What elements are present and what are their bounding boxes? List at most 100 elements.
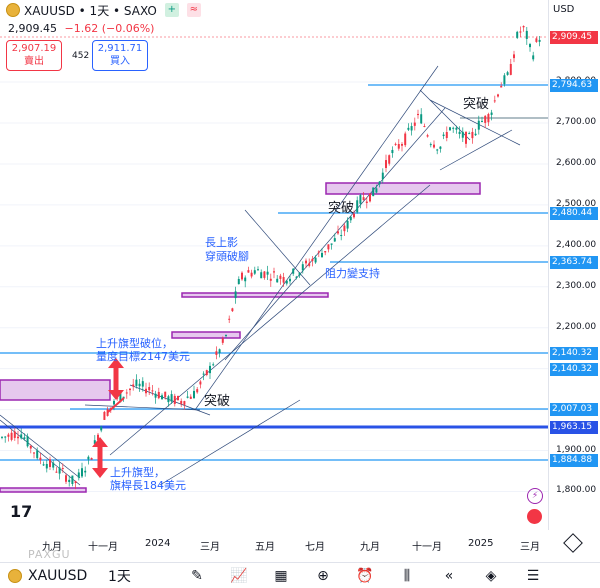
- candle-body: [295, 276, 298, 278]
- candle-body: [97, 434, 99, 441]
- candle-body: [308, 263, 311, 266]
- chart-settings-icon[interactable]: [563, 533, 583, 553]
- bar-replay-icon[interactable]: ⫼: [403, 567, 411, 584]
- candle-body: [225, 335, 227, 337]
- candle-body: [154, 393, 157, 398]
- price-tick: 2,200.00: [556, 321, 597, 332]
- trend-line: [159, 399, 301, 486]
- price-tick: 2,300.00: [556, 280, 597, 291]
- sell-label: 賣出: [24, 56, 44, 67]
- currency-label[interactable]: USD: [553, 4, 575, 15]
- indicators-icon[interactable]: 📈: [230, 567, 248, 584]
- candle-body: [433, 144, 435, 148]
- candle-body: [138, 383, 141, 387]
- candle-body: [439, 146, 442, 149]
- trend-line: [0, 419, 81, 486]
- candle-body: [10, 432, 13, 440]
- candle-body: [346, 220, 349, 229]
- candle-body: [327, 244, 330, 250]
- price-chart[interactable]: [0, 0, 600, 530]
- zone-box: [0, 379, 111, 401]
- price-line: 2,909.45 −1.62 (−0.06%): [8, 22, 154, 35]
- price-tick: 1,800.00: [556, 485, 597, 496]
- rewind-icon[interactable]: «: [444, 567, 454, 584]
- arrow-head: [92, 437, 108, 447]
- candle-body: [68, 479, 71, 483]
- candle-body: [65, 475, 67, 482]
- candle-body: [493, 100, 496, 102]
- brush-icon[interactable]: ✎: [191, 567, 203, 584]
- price-change: −1.62 (−0.06%): [64, 22, 155, 35]
- buy-button[interactable]: 2,911.71 買入: [92, 40, 148, 71]
- flag-usd-icon[interactable]: [527, 509, 542, 524]
- add-icon[interactable]: ⊕: [317, 567, 329, 584]
- price-tag: 1,884.88: [550, 454, 598, 467]
- candle-body: [391, 149, 394, 154]
- candle-body: [468, 133, 471, 135]
- candle-body: [410, 126, 413, 131]
- layers-icon[interactable]: ◈: [485, 567, 497, 584]
- candle-body: [237, 279, 240, 285]
- annotation-pole: 旗桿長184美元: [110, 479, 186, 492]
- candle-body: [52, 462, 55, 468]
- candle-body: [218, 349, 221, 354]
- candle-body: [484, 115, 487, 123]
- compare-icon[interactable]: +: [164, 3, 179, 17]
- arrow-head: [92, 468, 108, 478]
- candle-body: [471, 131, 474, 139]
- candle-body: [183, 401, 186, 405]
- candle-body: [109, 407, 112, 409]
- last-price: 2,909.45: [8, 22, 57, 35]
- sell-price: 2,907.19: [11, 43, 57, 54]
- candle-body: [461, 131, 464, 138]
- candle-body: [503, 75, 506, 85]
- candle-body: [129, 388, 131, 391]
- settings-icon[interactable]: ☰: [526, 567, 540, 584]
- candle-body: [45, 463, 48, 469]
- toolbar-symbol[interactable]: XAUUSD: [28, 567, 88, 584]
- candle-body: [513, 54, 515, 59]
- candle-body: [263, 271, 266, 278]
- alert-icon[interactable]: ⏰: [356, 567, 374, 584]
- annotation-target: 量度目標2147美元: [96, 350, 190, 363]
- trend-line: [244, 209, 311, 286]
- candle-body: [362, 197, 365, 201]
- toolbar-timeframe[interactable]: 1天: [108, 568, 131, 585]
- flash-icon[interactable]: ⚡: [527, 488, 543, 504]
- breakout-arrow: [107, 397, 125, 413]
- candle-body: [7, 434, 10, 437]
- symbol-title[interactable]: XAUUSD • 1天 • SAXO: [24, 3, 157, 18]
- templates-icon[interactable]: ▦: [274, 567, 288, 584]
- tradingview-logo[interactable]: 17: [10, 502, 33, 521]
- price-tag: 2,363.74: [550, 256, 598, 269]
- candle-body: [55, 471, 58, 473]
- candle-body: [1, 436, 3, 438]
- annotation-engulfing: 穿頭破腳: [205, 250, 249, 263]
- candle-body: [151, 390, 154, 392]
- spread-value: 452: [72, 51, 90, 61]
- zone-box: [181, 292, 329, 298]
- wave-icon[interactable]: ≈: [186, 3, 201, 17]
- candle-body: [199, 381, 202, 385]
- price-tag: 2,140.32: [550, 347, 598, 360]
- candle-body: [58, 467, 61, 474]
- chart-header: XAUUSD • 1天 • SAXO + ≈: [0, 0, 550, 20]
- candle-body: [417, 113, 419, 116]
- annotation-flag: 上升旗型，: [110, 466, 165, 479]
- candle-body: [324, 251, 327, 253]
- sell-button[interactable]: 2,907.19 賣出: [6, 40, 62, 71]
- watermark: PAXGU: [28, 548, 71, 561]
- candle-body: [349, 216, 352, 221]
- candle-body: [397, 144, 400, 149]
- arrow-head: [108, 358, 124, 368]
- price-tag: 2,794.63: [550, 79, 598, 92]
- candle-body: [487, 114, 490, 123]
- bottom-toolbar: XAUUSD 1天 ✎ 📈 ▦ ⊕ ⏰ ⫼ « ◈ ☰: [0, 562, 600, 588]
- candle-body: [490, 112, 493, 115]
- candle-body: [276, 278, 279, 283]
- trend-line: [194, 65, 439, 411]
- candle-body: [103, 411, 106, 420]
- annotation-long-shadow: 長上影: [205, 236, 238, 249]
- price-tag: 1,963.15: [550, 421, 598, 434]
- candle-body: [282, 277, 285, 283]
